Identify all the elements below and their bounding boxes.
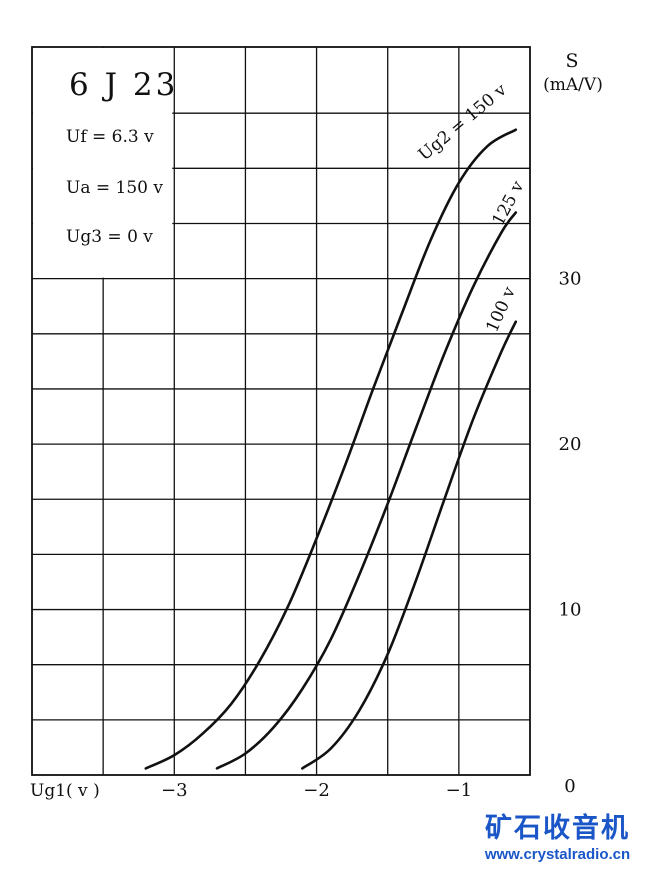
watermark-url: www.crystalradio.cn — [484, 846, 631, 863]
x-tick-label-1: −2 — [303, 780, 330, 801]
x-axis-label: Ug1( v ) — [30, 781, 100, 801]
y-tick-label-3: 30 — [559, 269, 582, 290]
series-line-2 — [301, 320, 518, 770]
series-line-0 — [144, 128, 518, 770]
watermark: 矿石收音机 www.crystalradio.cn — [470, 812, 645, 864]
chart-title: 6 J 23 — [69, 67, 178, 103]
series-label-1: 125 v — [489, 178, 529, 230]
plot-frame — [31, 46, 531, 776]
y-axis-unit: (mA/V) — [543, 75, 603, 95]
y-tick-label-0: 0 — [564, 776, 575, 797]
curve-series — [144, 128, 518, 770]
series-label-2: 100 v — [482, 284, 520, 336]
grid-lines — [32, 47, 530, 775]
condition-ua: Ua = 150 v — [66, 178, 163, 198]
y-tick-label-2: 20 — [559, 434, 582, 455]
condition-ug3: Ug3 = 0 v — [66, 227, 153, 247]
condition-uf: Uf = 6.3 v — [66, 127, 154, 147]
series-labels: Ug2 = 150 v 125 v 100 v — [415, 80, 529, 336]
watermark-title: 矿石收音机 — [485, 813, 630, 844]
info-box — [33, 48, 173, 278]
y-axis-symbol: S — [565, 50, 578, 72]
series-line-1 — [215, 211, 518, 770]
x-tick-label-2: −1 — [446, 780, 473, 801]
tick-labels: −3 −2 −1 0 10 20 30 — [161, 269, 581, 801]
y-tick-label-1: 10 — [559, 600, 582, 621]
series-label-0: Ug2 = 150 v — [415, 80, 511, 165]
x-tick-label-0: −3 — [161, 780, 188, 801]
